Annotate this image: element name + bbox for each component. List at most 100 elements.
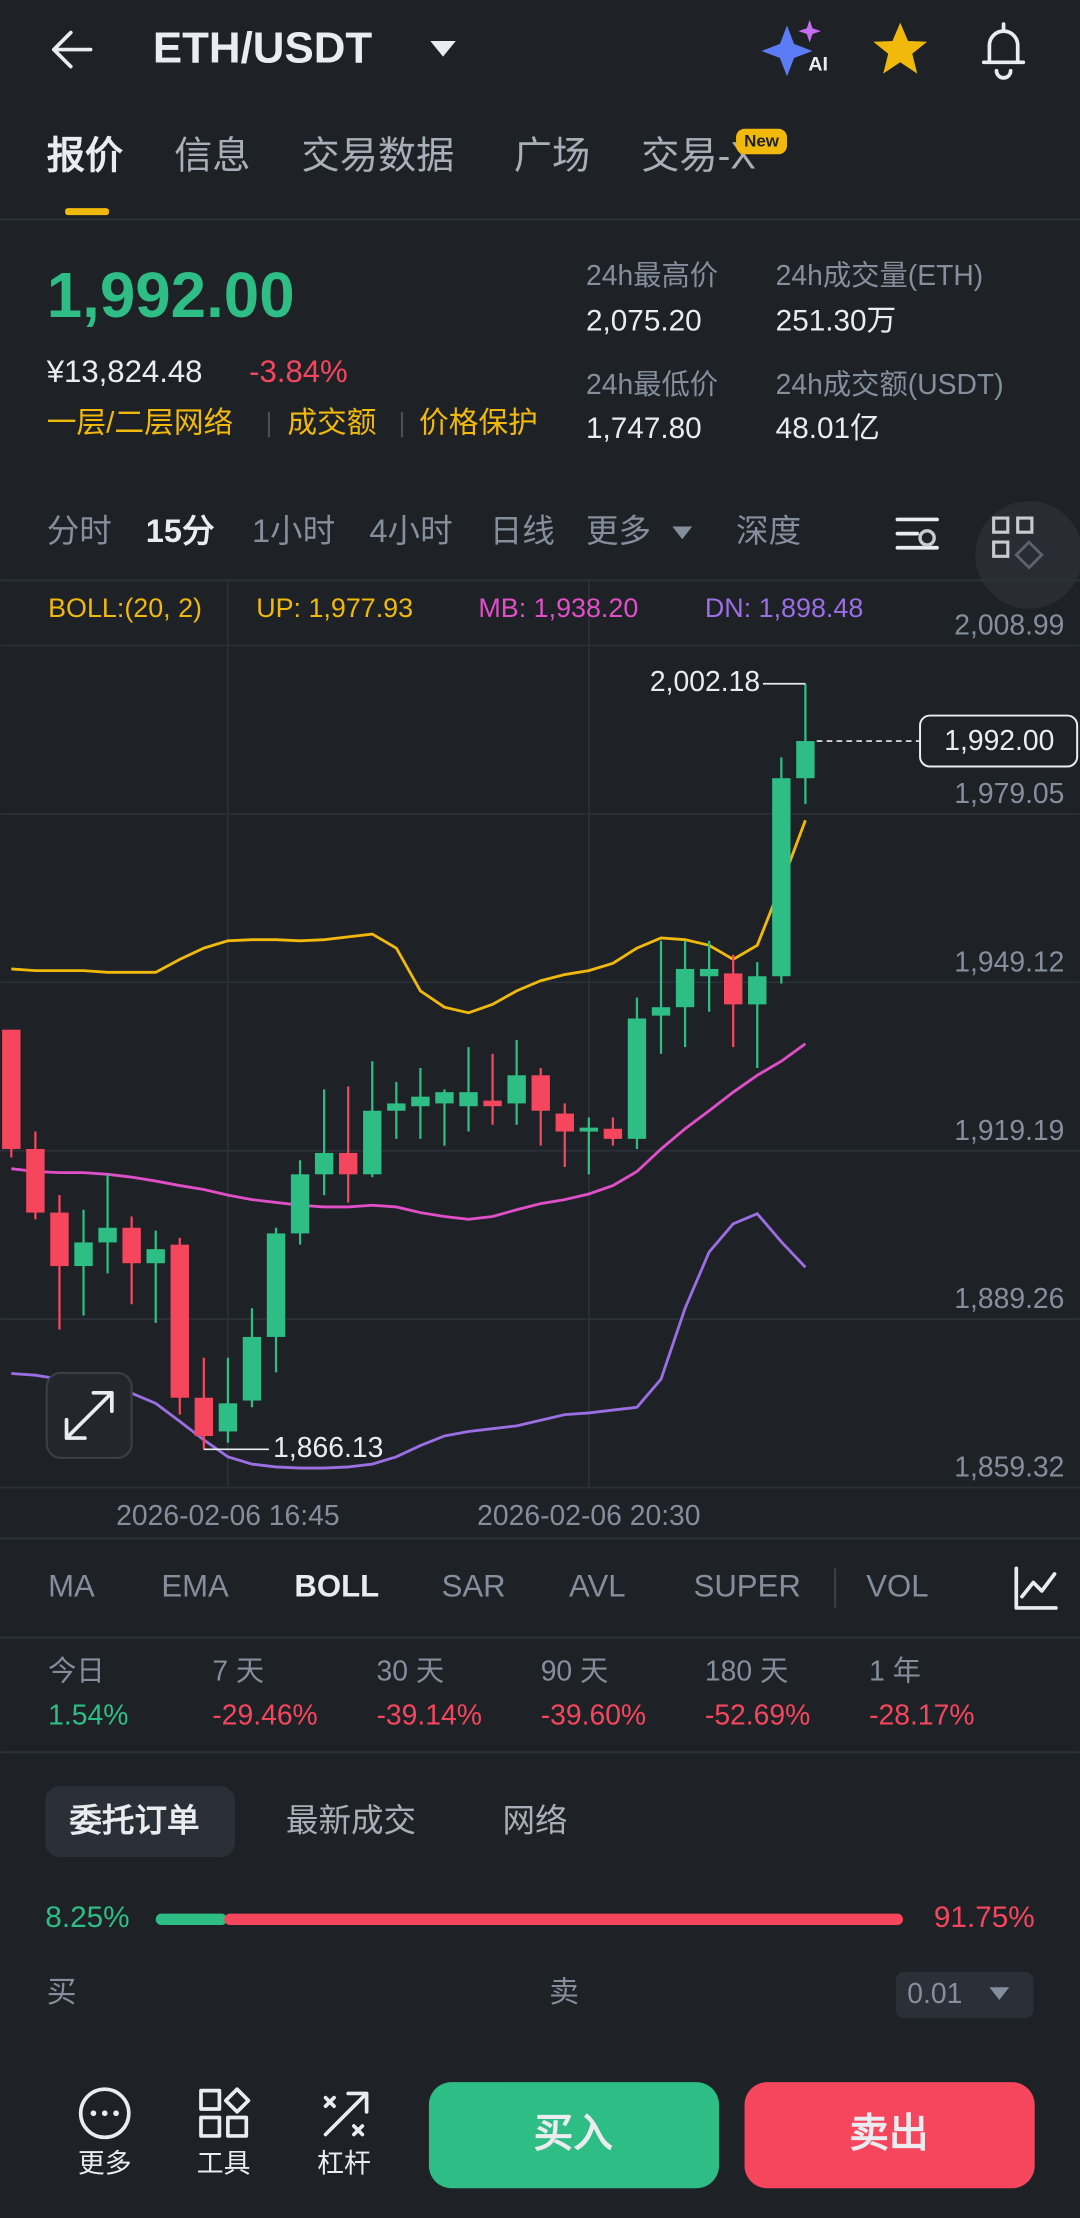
last-price-tag	[919, 714, 1079, 768]
more-icon[interactable]	[78, 2087, 131, 2140]
sell-button-label[interactable]: 卖出	[849, 2111, 928, 2155]
indicator-line	[11, 1212, 807, 1470]
tab[interactable]: 广场	[514, 135, 590, 178]
stat-value: 251.30万	[776, 305, 897, 338]
y-tick-label: 1,949.12	[954, 945, 1064, 977]
tag[interactable]: 价格保护	[419, 406, 538, 439]
buy-button-label[interactable]: 买入	[534, 2111, 614, 2155]
tab[interactable]: 信息	[174, 135, 250, 178]
interval-option[interactable]: 1小时	[252, 513, 335, 549]
candle-body	[411, 1096, 430, 1107]
stat-value: 1,747.80	[586, 412, 702, 445]
period-label: 180 天	[705, 1655, 788, 1687]
tools-icon[interactable]	[199, 2087, 251, 2138]
tab-bar: 报价 信息 交易数据 广场 交易-X	[47, 135, 756, 178]
x-tick-label: 2026-02-06 16:45	[116, 1499, 339, 1531]
candle-body	[435, 1092, 454, 1104]
chart-settings-icon-dot	[918, 529, 936, 547]
candle-body	[651, 1007, 671, 1016]
candle-body	[170, 1244, 189, 1398]
active-tab-indicator	[65, 208, 109, 216]
indicator-settings-icon[interactable]	[1014, 1566, 1058, 1610]
pair-dropdown-caret[interactable]	[430, 41, 456, 57]
indicator-option[interactable]: AVL	[569, 1568, 626, 1603]
period-change: -28.17%	[869, 1698, 974, 1730]
indicator-line	[11, 819, 807, 1015]
period-change: 1.54%	[48, 1698, 128, 1730]
period-change: -52.69%	[705, 1698, 810, 1730]
candle-body	[2, 1029, 21, 1149]
indicator-bar: MA EMA BOLL SAR AVL SUPER VOL	[48, 1568, 928, 1603]
orderbook-tab[interactable]: 最新成交	[286, 1803, 416, 1839]
expand-icon	[64, 1390, 114, 1440]
more-caret	[672, 526, 693, 540]
period-change: -39.60%	[541, 1698, 646, 1730]
tag[interactable]: 一层/二层网络	[47, 406, 234, 439]
ratio-bar: 8.25% 91.75%	[45, 1901, 1034, 1934]
candle-body	[122, 1227, 141, 1264]
candle-body	[507, 1075, 526, 1104]
back-button[interactable]	[51, 30, 93, 69]
precision-dropdown[interactable]	[895, 1971, 1034, 2019]
sell-ratio-label: 91.75%	[934, 1901, 1035, 1934]
interval-option[interactable]: 分时	[47, 513, 112, 549]
candle-body	[699, 968, 719, 977]
layout-icon[interactable]	[992, 516, 1034, 558]
candle-body	[531, 1075, 550, 1111]
interval-option[interactable]: 日线	[490, 513, 555, 549]
indicator-option[interactable]: SUPER	[694, 1568, 801, 1603]
y-tick-label: 1,859.32	[954, 1451, 1064, 1483]
interval-option[interactable]: 更多	[586, 513, 651, 549]
y-tick-label: 1,889.26	[954, 1282, 1064, 1314]
orderbook-tab[interactable]: 网络	[502, 1803, 567, 1839]
orderbook-tab[interactable]: 委托订单	[69, 1803, 199, 1839]
interval-option[interactable]: 深度	[736, 513, 801, 549]
floating-button[interactable]	[975, 501, 1080, 609]
indicator-option[interactable]: MA	[48, 1568, 95, 1603]
last-price: 1,992.00	[47, 260, 295, 331]
tag[interactable]: 成交额	[287, 406, 376, 439]
ai-icon[interactable]	[761, 25, 813, 77]
more-icon-dot	[113, 2110, 119, 2117]
favorite-star[interactable]	[873, 22, 928, 74]
ai-label[interactable]: AI	[808, 53, 828, 75]
toolbar-label[interactable]: 更多	[78, 2149, 132, 2179]
tab[interactable]: 交易数据	[301, 135, 454, 178]
candle-body	[483, 1100, 502, 1107]
candle-body	[363, 1110, 382, 1175]
candle-body	[555, 1113, 574, 1132]
sell-button[interactable]	[744, 2082, 1035, 2189]
indicator-option[interactable]: EMA	[161, 1568, 229, 1603]
candle-body	[748, 976, 767, 1005]
toolbar-label[interactable]: 杠杆	[317, 2149, 371, 2179]
period-label: 7 天	[212, 1655, 264, 1687]
pair-title[interactable]: ETH/USDT	[153, 24, 373, 73]
ai-sparkle	[798, 19, 821, 43]
period-change: -39.14%	[377, 1698, 482, 1730]
stat-label: 24h成交量(ETH)	[776, 259, 984, 291]
indicator-option[interactable]: VOL	[866, 1568, 928, 1603]
interval-option[interactable]: 4小时	[369, 513, 452, 549]
indicator-option[interactable]: SAR	[442, 1568, 506, 1603]
indicator-option[interactable]: BOLL	[294, 1568, 379, 1603]
chart-settings-icon[interactable]	[895, 517, 939, 550]
candlestick-chart: 2,008.99 1,979.05 1,949.12 1,919.19 1,889.26…	[0, 580, 1080, 1531]
period-label: 30 天	[377, 1655, 445, 1687]
y-tick-label: 1,979.05	[954, 777, 1064, 809]
indicator-label: BOLL:(20, 2)	[48, 593, 202, 623]
candle-body	[579, 1127, 599, 1132]
toolbar-label[interactable]: 工具	[197, 2149, 251, 2179]
tab[interactable]: 报价	[47, 135, 124, 178]
precision-value[interactable]: 0.01	[907, 1977, 962, 2009]
orderbook-tabs: 委托订单 最新成交 网络	[69, 1803, 567, 1839]
new-badge	[736, 128, 787, 155]
x-tick-label: 2026-02-06 20:30	[477, 1499, 700, 1531]
candle-body	[290, 1174, 310, 1234]
leverage-icon[interactable]	[323, 2091, 369, 2137]
buy-button[interactable]	[428, 2082, 720, 2189]
notification-bell[interactable]	[981, 22, 1026, 80]
candle-body	[74, 1242, 93, 1267]
interval-option[interactable]: 15分	[146, 513, 215, 549]
